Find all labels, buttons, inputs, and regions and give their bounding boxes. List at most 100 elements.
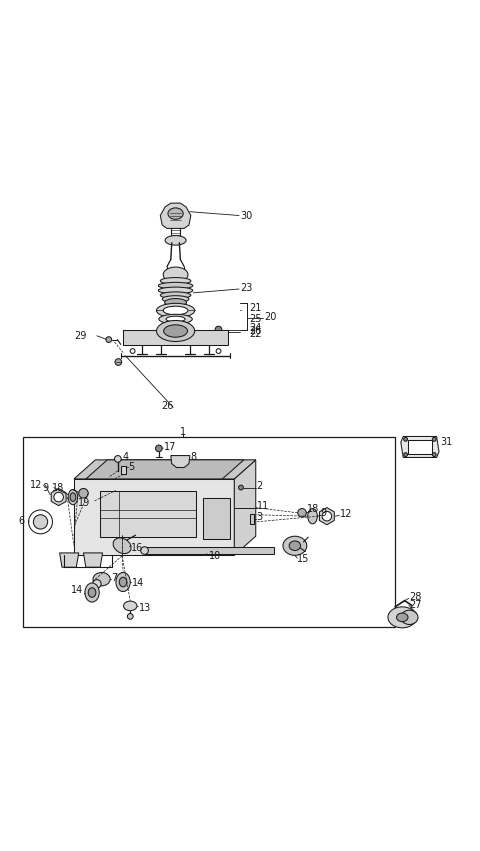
Bar (203, 498, 229, 539)
Ellipse shape (54, 493, 63, 502)
Polygon shape (171, 455, 190, 467)
Ellipse shape (163, 267, 188, 283)
Text: 18: 18 (307, 504, 319, 514)
Ellipse shape (283, 536, 307, 556)
Ellipse shape (85, 583, 99, 602)
Bar (100, 491, 196, 537)
Text: 29: 29 (74, 331, 87, 340)
Polygon shape (74, 479, 234, 556)
Polygon shape (319, 507, 334, 525)
Ellipse shape (289, 541, 300, 551)
Text: 17: 17 (164, 443, 176, 453)
Ellipse shape (141, 546, 148, 554)
Ellipse shape (168, 208, 183, 220)
Ellipse shape (156, 321, 195, 341)
Polygon shape (86, 460, 244, 479)
Text: 2: 2 (257, 481, 263, 491)
Ellipse shape (113, 538, 131, 554)
Polygon shape (234, 460, 256, 556)
Ellipse shape (123, 601, 137, 611)
Polygon shape (123, 330, 228, 346)
Text: 6: 6 (18, 516, 24, 526)
Ellipse shape (159, 314, 192, 324)
Bar (24, 437, 395, 627)
Ellipse shape (163, 306, 188, 315)
Polygon shape (401, 437, 439, 458)
Text: 11: 11 (257, 501, 269, 511)
Circle shape (432, 453, 436, 456)
Text: 3: 3 (257, 511, 263, 522)
Ellipse shape (165, 236, 186, 245)
Ellipse shape (160, 292, 191, 299)
Text: 8: 8 (191, 452, 197, 461)
Bar (251, 514, 254, 524)
Ellipse shape (116, 573, 130, 591)
Ellipse shape (166, 317, 185, 322)
Circle shape (432, 437, 436, 442)
Text: 16: 16 (131, 543, 143, 553)
Text: 12: 12 (340, 509, 353, 519)
Text: 13: 13 (139, 603, 151, 614)
Ellipse shape (388, 607, 417, 628)
Circle shape (404, 437, 408, 442)
Ellipse shape (401, 610, 418, 625)
Ellipse shape (158, 287, 193, 294)
Ellipse shape (160, 277, 191, 284)
Circle shape (130, 349, 135, 353)
Bar (120, 465, 126, 474)
Ellipse shape (162, 295, 189, 302)
Circle shape (215, 326, 222, 333)
Circle shape (404, 453, 408, 456)
Text: 15: 15 (297, 554, 310, 564)
Text: 1: 1 (180, 426, 186, 437)
Text: 22: 22 (250, 328, 262, 339)
Text: 26: 26 (250, 326, 262, 336)
Text: 26: 26 (161, 402, 174, 411)
Text: 23: 23 (240, 283, 252, 293)
Text: 21: 21 (250, 303, 262, 312)
Bar (408, 440, 432, 454)
Text: 12: 12 (30, 480, 42, 490)
Ellipse shape (396, 613, 408, 621)
Text: 30: 30 (240, 210, 252, 220)
Text: 7: 7 (111, 573, 118, 583)
Ellipse shape (156, 303, 195, 317)
Text: 14: 14 (71, 585, 84, 595)
Text: 31: 31 (440, 437, 452, 448)
Text: 19: 19 (78, 499, 91, 508)
Ellipse shape (158, 283, 193, 289)
Text: 5: 5 (128, 461, 134, 471)
Circle shape (298, 509, 306, 517)
Text: 9: 9 (320, 508, 326, 518)
Bar (144, 547, 275, 554)
Circle shape (115, 358, 121, 365)
Text: 10: 10 (209, 551, 221, 562)
Ellipse shape (34, 515, 48, 529)
Circle shape (156, 445, 162, 452)
Circle shape (216, 349, 221, 353)
Text: 4: 4 (122, 452, 129, 461)
Text: 27: 27 (409, 600, 422, 610)
Text: 14: 14 (132, 578, 144, 588)
Polygon shape (60, 553, 79, 568)
Ellipse shape (93, 573, 110, 585)
Ellipse shape (93, 580, 101, 588)
Ellipse shape (29, 510, 52, 534)
Polygon shape (74, 460, 256, 479)
Text: 18: 18 (52, 483, 64, 494)
Ellipse shape (164, 325, 188, 337)
Ellipse shape (70, 493, 76, 501)
Text: 28: 28 (409, 592, 422, 603)
Ellipse shape (165, 299, 187, 306)
Circle shape (106, 337, 112, 342)
Circle shape (115, 455, 121, 462)
Polygon shape (51, 488, 66, 505)
Ellipse shape (161, 321, 190, 329)
Circle shape (239, 485, 243, 490)
Text: 20: 20 (264, 312, 276, 322)
Ellipse shape (308, 509, 317, 524)
Text: 9: 9 (42, 483, 48, 493)
Ellipse shape (119, 577, 127, 587)
Circle shape (127, 614, 133, 620)
Ellipse shape (68, 489, 78, 505)
